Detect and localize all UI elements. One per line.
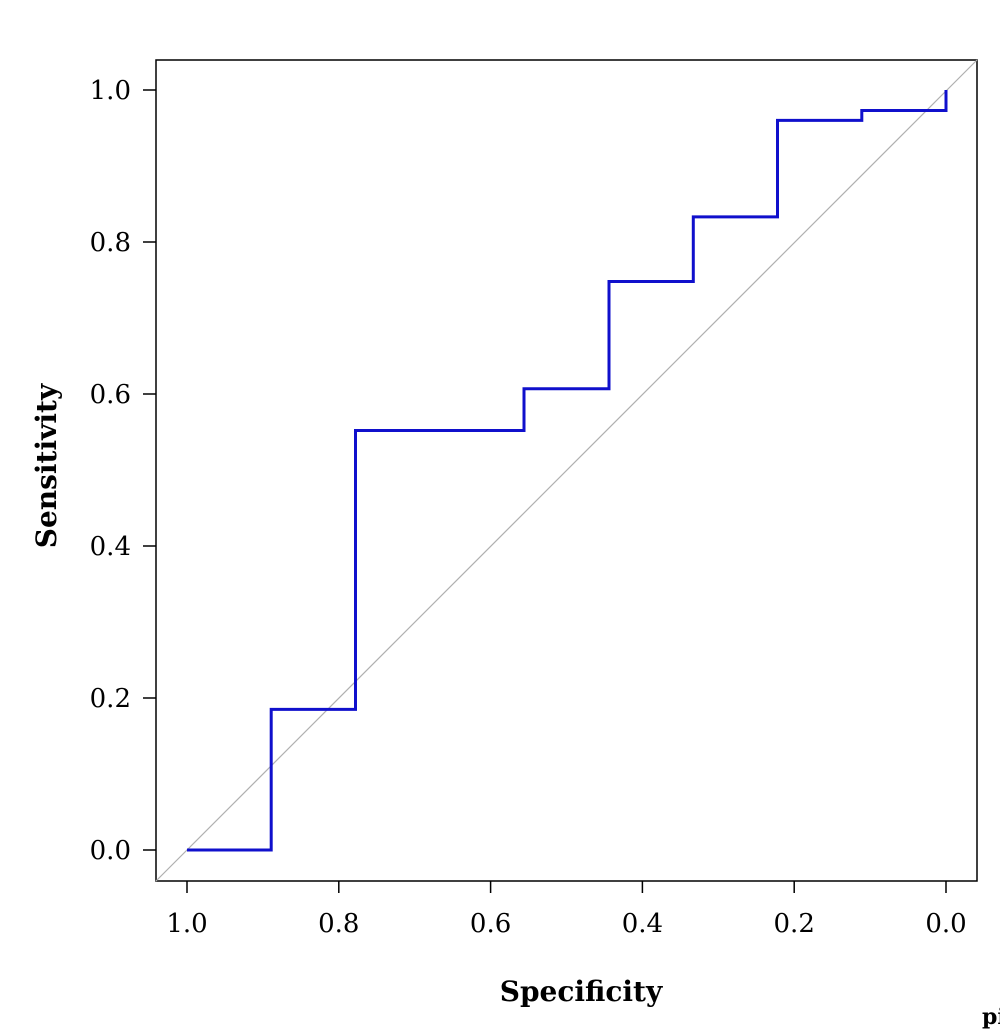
y-tick-label: 0.0 (90, 836, 131, 866)
roc-curve-line (187, 90, 948, 852)
y-tick-label: 0.2 (90, 684, 131, 714)
y-tick-label: 1.0 (90, 76, 131, 106)
y-tick-label: 0.8 (90, 228, 131, 258)
x-tick-label: 1.0 (166, 909, 207, 939)
y-axis: 0.0 0.2 0.4 0.6 0.8 1.0 (90, 76, 156, 866)
x-tick-label: 0.4 (622, 909, 663, 939)
y-axis-title: Sensitivity (30, 383, 63, 548)
x-tick-label: 0.6 (470, 909, 511, 939)
x-tick-label: 0.2 (774, 909, 815, 939)
reference-diagonal-line (155, 59, 978, 882)
clipped-text: pil (982, 1004, 1000, 1030)
x-axis: 1.0 0.8 0.6 0.4 0.2 0.0 (166, 881, 967, 939)
series-layer (187, 90, 948, 852)
reference-layer (155, 59, 978, 882)
y-tick-label: 0.6 (90, 380, 131, 410)
plot-frame (155, 59, 978, 882)
x-tick-label: 0.0 (925, 909, 966, 939)
x-axis-title: Specificity (500, 975, 663, 1008)
y-tick-label: 0.4 (90, 532, 131, 562)
x-tick-label: 0.8 (318, 909, 359, 939)
